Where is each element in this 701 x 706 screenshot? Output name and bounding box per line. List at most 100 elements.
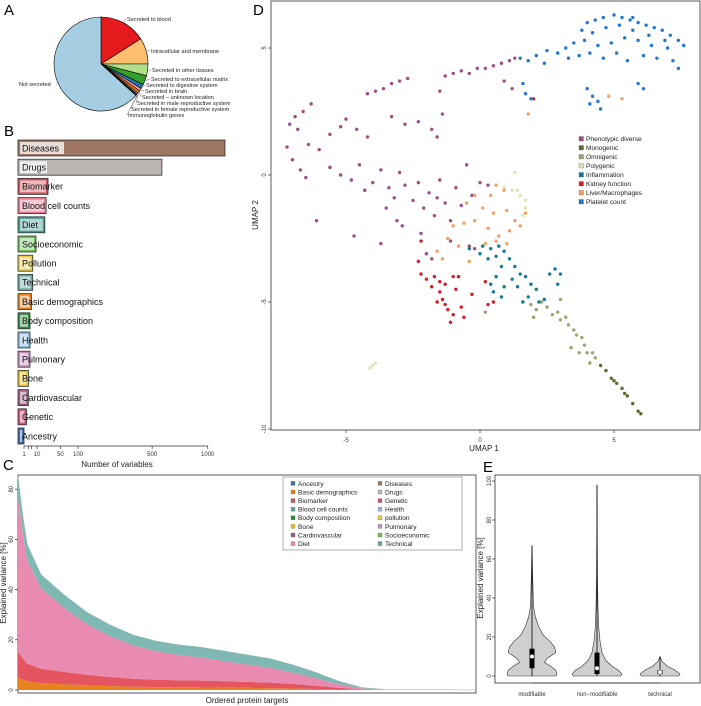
scatter-point [459,305,463,309]
pie-slice-label: Intracellular and membrane [151,49,219,55]
legend-label: Kidney function [586,181,631,188]
legend-swatch [290,524,296,529]
scatter-point [491,64,496,68]
scatter-point [523,92,528,96]
scatter-point [526,59,530,63]
y-axis-label: Explained variance [%] [0,542,8,623]
scatter-point [588,51,592,55]
y-tick-label: 5 [262,46,268,50]
scatter-point [304,175,308,180]
scatter-point [649,43,654,48]
legend-swatch [578,163,584,169]
panel-label-b: B [4,123,14,140]
scatter-point [432,213,437,218]
scatter-point [515,188,520,192]
scatter-point [593,356,597,360]
scatter-point [617,23,622,27]
bar-label-background [20,276,31,289]
pie-leader-line [145,78,151,81]
scatter-point [438,89,442,93]
bar-chart-variable-counts: Number of variables Diseases Drugs Biomark… [17,139,226,469]
scatter-point [631,15,635,20]
scatter-point [480,206,485,210]
scatter-point [443,282,447,286]
scatter-point [580,335,584,340]
scatter-point [494,183,498,187]
scatter-point [631,28,635,32]
scatter-point [483,310,488,314]
x-axis-label: UMAP 1 [469,444,499,453]
scatter-point [430,257,434,261]
scatter-point [365,92,370,96]
x-tick-label: technical [648,692,672,698]
bar-label-background [20,180,46,193]
scatter-point [467,246,471,251]
scatter-point [620,15,624,20]
legend-label: Diseases [385,481,413,488]
scatter-point [306,142,311,147]
legend-label: Ancestry [298,481,324,488]
scatter-point [534,53,538,58]
scatter-point [606,94,611,98]
scatter-point [443,201,447,205]
scatter-point [636,81,640,86]
scatter-point [663,38,667,43]
scatter-point [357,163,362,167]
legend-swatch [377,532,383,538]
scatter-point [483,241,488,246]
legend-label: Blood cell counts [298,507,349,514]
bar-label-background [20,372,27,385]
scatter-point [628,18,632,22]
scatter-point [502,188,506,192]
area-envelope [17,476,477,691]
scatter-point [491,290,496,294]
scatter-point [416,119,421,124]
scatter-point [430,127,434,131]
scatter-point [569,346,573,350]
scatter-point [510,277,514,281]
scatter-point [604,25,608,30]
legend-swatch [578,136,584,142]
scatter-point [558,272,563,276]
scatter-point [604,368,608,373]
y-tick-label: 0 [487,674,493,678]
bar-label: Genetic [22,412,54,422]
scatter-point [550,313,555,317]
scatter-point [446,307,450,312]
scatter-point [389,114,394,119]
scatter-point [379,241,383,246]
legend-label: Genetic [385,498,408,505]
x-tick-label: 50 [57,452,64,458]
scatter-point [475,66,480,71]
scatter-point [419,231,423,236]
legend-swatch [290,541,296,546]
legend-label: Liver/Macrophages [586,190,643,197]
scatter-point [577,351,581,355]
legend-label: Socioeconomic [385,532,430,539]
scatter-point [507,257,512,261]
scatter-point [443,302,447,307]
scatter-point [564,46,568,50]
scatter-point [523,274,528,279]
scatter-point [285,145,289,149]
y-axis-label: Explained variance [%] [476,537,485,618]
legend-swatch [377,515,383,520]
scatter-point [344,117,348,121]
scatter-point [363,188,367,192]
scatter-point [513,170,517,175]
scatter-point [459,203,463,208]
scatter-point [502,249,506,253]
scatter-point [472,193,477,198]
scatter-point [400,224,404,228]
x-tick-label: 1 [22,452,26,458]
scatter-point [652,25,656,30]
scatter-point [636,20,640,25]
scatter-point [424,252,429,256]
scatter-point [647,33,651,37]
scatter-point [438,178,442,182]
scatter-point [368,366,372,370]
pie-leader-line [142,84,146,88]
scatter-point [467,259,471,264]
stacked-area-explained-variance: Ordered protein targets Explained varian… [0,474,477,705]
